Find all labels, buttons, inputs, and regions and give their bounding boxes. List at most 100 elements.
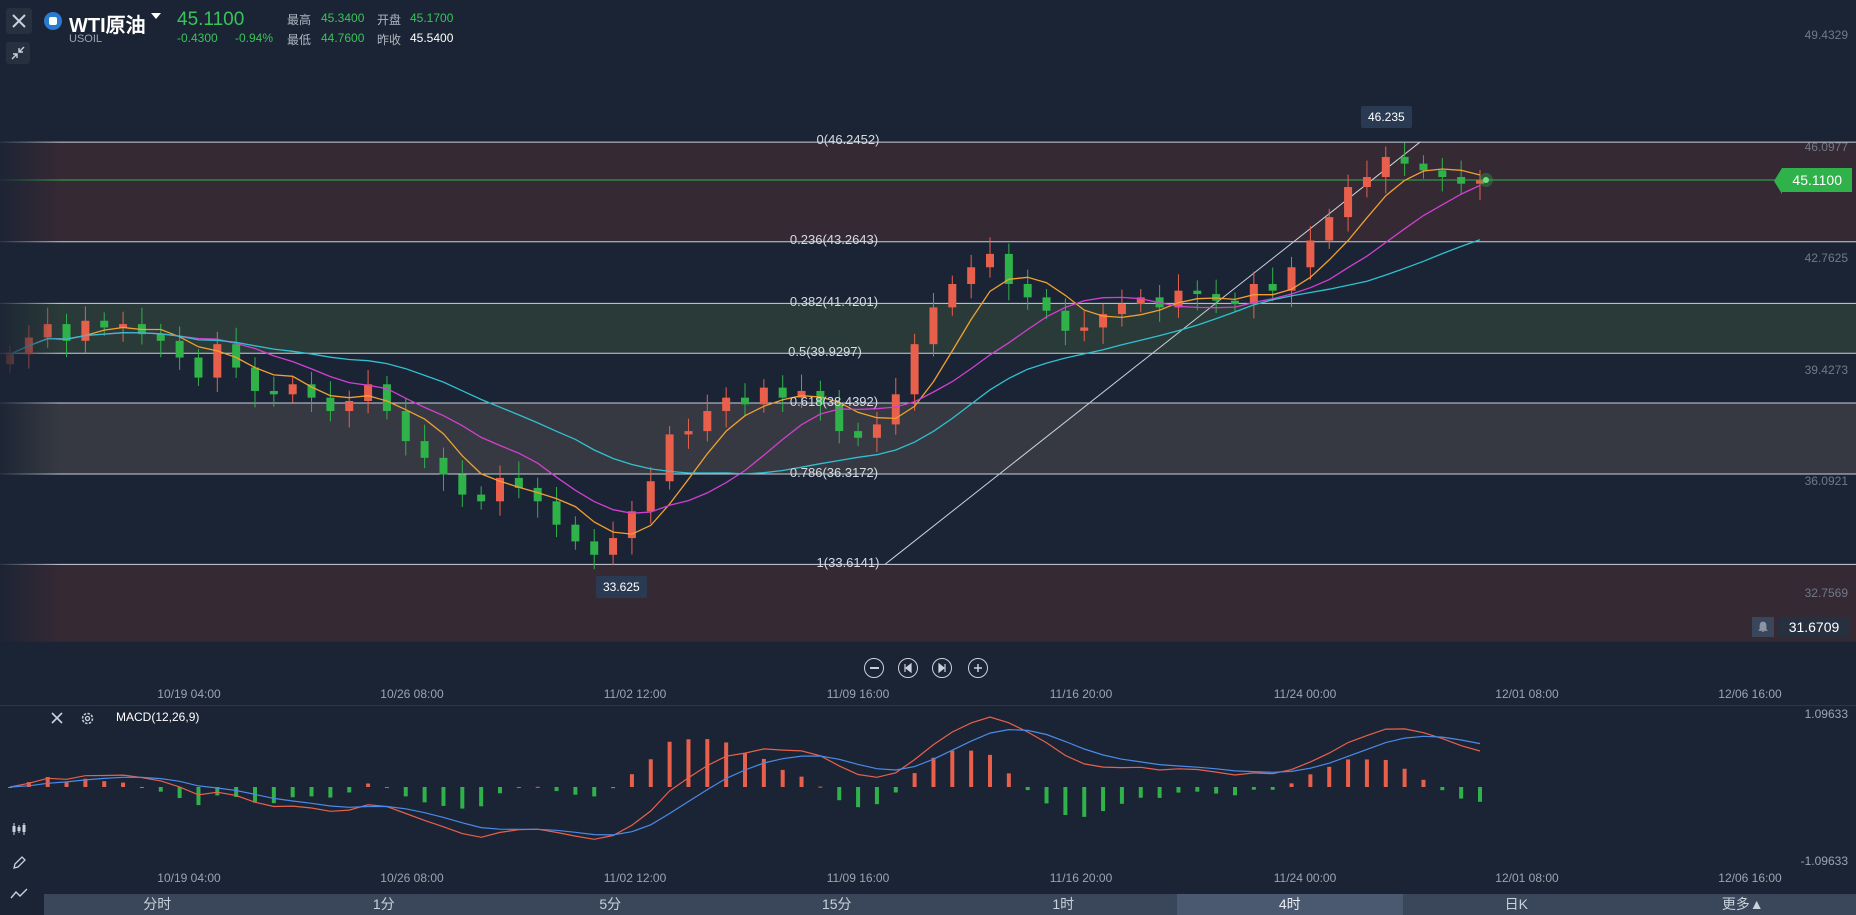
macd-histogram-bar [818, 786, 823, 788]
candle [1306, 240, 1315, 268]
prev-close-value: 45.5400 [410, 31, 454, 45]
macd-histogram-bar [799, 776, 804, 787]
candle [646, 481, 655, 512]
macd-histogram-bar [1383, 759, 1388, 787]
macd-histogram-bar [215, 787, 220, 796]
macd-histogram-bar [234, 787, 239, 797]
macd-axis-bottom: -1.09633 [1800, 854, 1848, 868]
last-price: 45.1100 [177, 9, 245, 30]
candle [910, 344, 919, 395]
x-axis-label: 10/26 08:00 [380, 687, 444, 701]
candle [665, 434, 674, 482]
open-value: 45.1700 [410, 11, 454, 25]
low-marker: 33.625 [596, 576, 647, 598]
tab-timeframe[interactable]: 4时 [1176, 894, 1403, 915]
candle [496, 477, 504, 502]
macd-chart[interactable] [0, 705, 1856, 895]
macd-histogram-bar [724, 742, 729, 787]
scroll-end-button[interactable] [932, 658, 952, 678]
macd-histogram-bar [1176, 787, 1181, 793]
candle [1268, 283, 1277, 291]
candle [213, 344, 222, 378]
macd-histogram-bar [290, 787, 295, 798]
macd-x-axis-label: 11/02 12:00 [603, 871, 667, 885]
macd-histogram-bar [912, 773, 917, 787]
fib-label: 0.618(38.4392) [789, 394, 879, 409]
x-axis-label: 12/06 16:00 [1718, 687, 1782, 701]
macd-close-button[interactable] [50, 711, 64, 730]
alert-bell-icon[interactable] [1752, 617, 1774, 637]
candle [1438, 170, 1447, 178]
candle [251, 367, 259, 391]
candle [1004, 253, 1013, 284]
gear-icon [81, 712, 94, 725]
low-value: 44.7600 [321, 31, 365, 45]
macd-histogram-bar [1082, 787, 1087, 817]
prev-close-label: 昨收 [377, 33, 402, 47]
last-price-dot [1483, 177, 1489, 184]
macd-histogram-bar [1459, 787, 1464, 799]
macd-histogram-bar [761, 758, 766, 787]
candle [1099, 314, 1108, 328]
tab-timeframe[interactable]: 15分 [821, 896, 852, 912]
line-chart-icon [10, 888, 28, 899]
macd-settings-button[interactable] [80, 711, 95, 731]
tab-timeframe[interactable]: 1时 [1052, 896, 1075, 912]
fib-zone [0, 303, 1856, 354]
macd-histogram-bar [441, 787, 446, 806]
candle [477, 494, 486, 502]
tab-timeframe[interactable]: 1分 [372, 896, 395, 912]
zoom-in-button[interactable] [968, 658, 988, 678]
high-value: 45.3400 [321, 11, 365, 25]
macd-histogram-bar [347, 787, 352, 793]
tab-timeframe[interactable]: 5分 [599, 896, 622, 912]
macd-histogram-bar [554, 787, 559, 792]
symbol-dropdown-icon[interactable] [151, 13, 161, 19]
candle [194, 357, 203, 378]
y-axis-label: 42.7625 [1804, 251, 1848, 265]
price-chart[interactable] [0, 0, 1856, 705]
tab-timeframe[interactable]: 更多▲ [1721, 896, 1764, 912]
zoom-out-button[interactable] [864, 658, 884, 678]
macd-histogram-bar [1157, 787, 1162, 798]
tab-timeframe[interactable]: 分时 [143, 896, 172, 912]
scroll-start-button[interactable] [898, 658, 918, 678]
macd-histogram-bar [309, 787, 314, 797]
macd-histogram-bar [83, 778, 88, 787]
fib-label: 0.236(43.2643) [789, 232, 879, 247]
macd-histogram-bar [8, 787, 12, 788]
macd-histogram-bar [328, 787, 333, 798]
draw-tool-button[interactable] [6, 850, 32, 876]
indicator-tool-button[interactable] [6, 816, 32, 842]
symbol-title[interactable]: WTI原油 [69, 15, 146, 37]
macd-histogram-bar [196, 787, 201, 806]
candle [778, 387, 787, 398]
candle [891, 394, 900, 425]
y-axis-label: 49.4329 [1804, 28, 1848, 42]
macd-histogram-bar [121, 782, 126, 787]
macd-histogram-bar [535, 786, 540, 788]
candle [986, 253, 994, 268]
candle [1061, 310, 1070, 331]
macd-histogram-bar [1364, 759, 1369, 787]
collapse-button[interactable] [6, 42, 30, 64]
macd-histogram-bar [384, 787, 389, 788]
line-tool-button[interactable] [6, 884, 32, 904]
skip-back-icon [904, 663, 912, 673]
candle [835, 404, 844, 432]
trend-line [884, 141, 1421, 565]
tab-timeframe[interactable]: 日K [1504, 896, 1528, 912]
candle [684, 431, 693, 435]
plus-icon [974, 664, 982, 672]
candle [175, 340, 184, 358]
macd-histogram-bar [780, 769, 785, 787]
alert-price: 31.6709 [1778, 617, 1850, 637]
macd-x-axis-label: 10/19 04:00 [157, 871, 221, 885]
candle [967, 267, 976, 284]
macd-histogram-bar [403, 787, 408, 797]
close-button[interactable] [6, 8, 32, 34]
macd-histogram-bar [686, 739, 691, 787]
candles-icon [12, 823, 26, 835]
candle [288, 384, 297, 395]
current-price-tag: 45.1100 [1774, 168, 1852, 194]
